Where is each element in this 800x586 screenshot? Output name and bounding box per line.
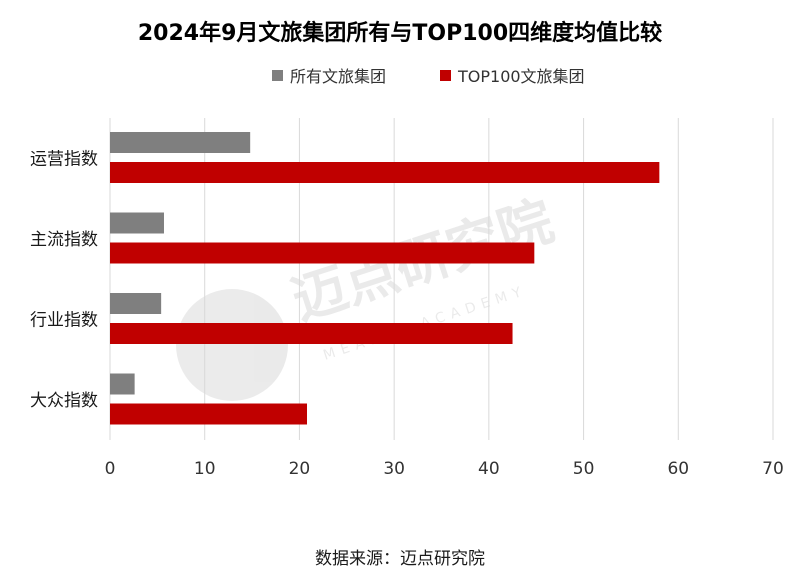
legend-swatch xyxy=(272,70,283,81)
x-tick-label: 20 xyxy=(289,459,311,479)
source-note: 数据来源：迈点研究院 xyxy=(315,549,485,569)
x-tick-label: 50 xyxy=(573,459,595,479)
category-label: 大众指数 xyxy=(30,391,98,411)
bars xyxy=(110,132,660,425)
bar-all-groups-3 xyxy=(110,373,135,395)
x-tick-label: 70 xyxy=(762,459,784,479)
bar-top100-1 xyxy=(110,242,535,264)
bar-top100-3 xyxy=(110,403,308,425)
x-tick-label: 30 xyxy=(383,459,405,479)
watermark-logo xyxy=(176,289,288,401)
chart-title: 2024年9月文旅集团所有与TOP100四维度均值比较 xyxy=(138,20,662,46)
category-label: 运营指数 xyxy=(30,149,98,169)
legend: 所有文旅集团 TOP100文旅集团 xyxy=(272,67,585,86)
x-tick-label: 10 xyxy=(194,459,216,479)
x-tick-label: 40 xyxy=(478,459,500,479)
category-label: 行业指数 xyxy=(30,310,98,330)
bar-all-groups-0 xyxy=(110,132,251,153)
bar-top100-0 xyxy=(110,162,660,183)
legend-label: TOP100文旅集团 xyxy=(457,67,585,86)
category-label: 主流指数 xyxy=(30,230,98,250)
bar-top100-2 xyxy=(110,323,513,344)
x-tick-label: 60 xyxy=(667,459,689,479)
watermark: 迈点研究院 MEADIN ACADEMY xyxy=(176,189,561,401)
x-tick-labels: 0 10 20 30 40 50 60 70 xyxy=(105,459,784,479)
bar-all-groups-2 xyxy=(110,293,162,314)
legend-label: 所有文旅集团 xyxy=(290,67,386,86)
bar-all-groups-1 xyxy=(110,212,164,234)
x-tick-label: 0 xyxy=(105,459,116,479)
legend-swatch xyxy=(440,70,451,81)
